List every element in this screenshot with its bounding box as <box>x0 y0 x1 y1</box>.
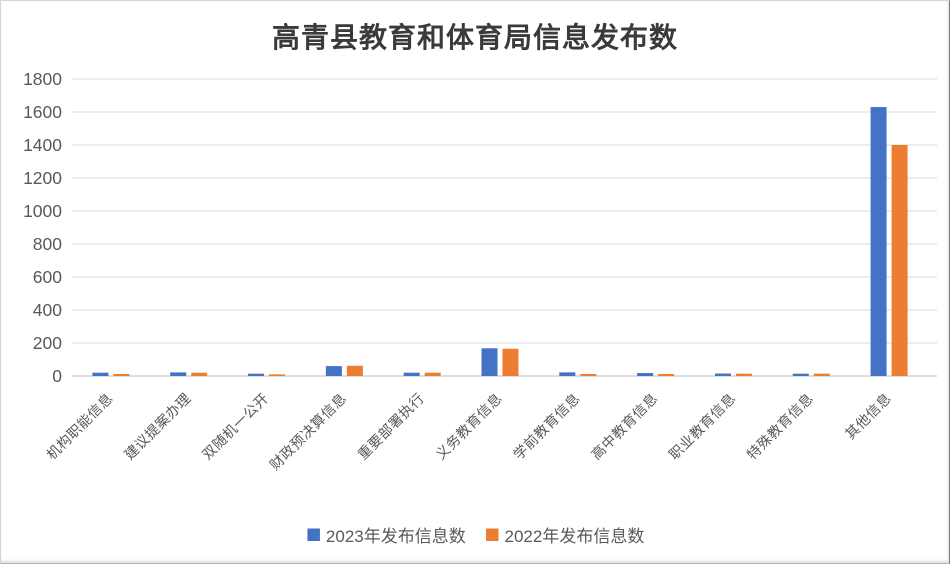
svg-text:800: 800 <box>33 234 62 254</box>
svg-text:1000: 1000 <box>23 201 62 221</box>
svg-text:重要部署执行: 重要部署执行 <box>354 390 427 463</box>
svg-text:其他信息: 其他信息 <box>842 390 894 442</box>
svg-text:0: 0 <box>52 366 62 386</box>
svg-text:600: 600 <box>33 267 62 287</box>
svg-text:建议提案办理: 建议提案办理 <box>121 390 194 463</box>
svg-text:义务教育信息: 义务教育信息 <box>432 390 505 463</box>
svg-text:1400: 1400 <box>23 135 62 155</box>
svg-text:1600: 1600 <box>23 102 62 122</box>
svg-text:400: 400 <box>33 300 62 320</box>
svg-text:学前教育信息: 学前教育信息 <box>510 390 583 463</box>
svg-text:财政预决算信息: 财政预决算信息 <box>266 390 349 473</box>
svg-text:双随机一公开: 双随机一公开 <box>199 390 272 463</box>
svg-text:职业教育信息: 职业教育信息 <box>666 390 739 463</box>
svg-text:2022年发布信息数: 2022年发布信息数 <box>505 527 645 546</box>
svg-text:2023年发布信息数: 2023年发布信息数 <box>326 527 466 546</box>
svg-text:200: 200 <box>33 333 62 353</box>
svg-text:高中教育信息: 高中教育信息 <box>588 390 661 463</box>
svg-text:特殊教育信息: 特殊教育信息 <box>744 390 817 463</box>
svg-text:1800: 1800 <box>23 69 62 89</box>
svg-text:机构职能信息: 机构职能信息 <box>43 390 116 463</box>
svg-text:1200: 1200 <box>23 168 62 188</box>
